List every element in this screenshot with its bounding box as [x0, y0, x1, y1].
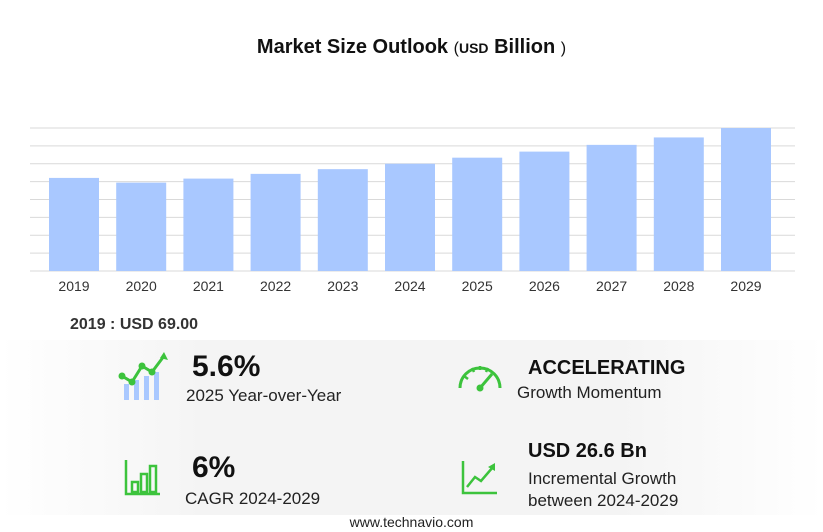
x-tick-label: 2025 — [462, 278, 493, 294]
bar-2020 — [116, 182, 167, 271]
bar-2023 — [317, 169, 368, 271]
title-paren-open: ( — [453, 40, 459, 57]
bar-chart: 2019 2020 2021 2022 2023 2024 2025 2026 2027 2028… — [30, 127, 795, 294]
momentum-value: ACCELERATING — [528, 357, 686, 379]
bar-2019 — [49, 177, 99, 271]
x-tick-label: 2026 — [529, 278, 560, 294]
bar-2024 — [385, 163, 435, 271]
base-year-value: 2019 : USD 69.00 — [70, 316, 199, 333]
incremental-value: USD 26.6 Bn — [528, 440, 647, 462]
x-tick-label: 2020 — [126, 278, 157, 294]
trend-up-icon — [461, 461, 497, 495]
title-paren-close: ) — [560, 40, 567, 57]
footer-url: www.technavio.com — [349, 514, 474, 530]
incremental-label-line1: Incremental Growth — [528, 469, 677, 488]
x-tick-label: 2022 — [260, 278, 291, 294]
bar-2025 — [452, 157, 503, 271]
x-tick-label: 2029 — [730, 278, 761, 294]
yoy-label: 2025 Year-over-Year — [186, 386, 342, 405]
momentum-label: Growth Momentum — [517, 383, 662, 402]
chart-title: Market Size Outlook (USD Billion ) — [0, 36, 823, 59]
x-tick-label: 2027 — [596, 278, 627, 294]
title-unit-text: Billion — [494, 36, 556, 58]
bar-chart-icon — [124, 460, 160, 496]
x-tick-label: 2019 — [58, 278, 89, 294]
bar-2028 — [653, 137, 704, 271]
incremental-label-line2: between 2024-2029 — [528, 491, 679, 510]
yoy-value: 5.6% — [192, 350, 261, 383]
cagr-label: CAGR 2024-2029 — [185, 489, 321, 508]
growth-chart-icon — [118, 352, 168, 400]
x-tick-label: 2021 — [193, 278, 224, 294]
bar-2021 — [183, 178, 234, 271]
title-unit-small: USD — [458, 40, 489, 56]
bar-2027 — [586, 144, 637, 271]
x-tick-label: 2024 — [394, 278, 425, 294]
bar-2026 — [519, 151, 570, 271]
title-main: Market Size Outlook — [256, 36, 449, 58]
x-tick-label: 2023 — [327, 278, 358, 294]
cagr-value: 6% — [192, 451, 236, 484]
speedometer-icon — [458, 366, 502, 392]
x-tick-label: 2028 — [663, 278, 694, 294]
bar-2029 — [721, 128, 771, 271]
bar-2022 — [250, 173, 301, 271]
